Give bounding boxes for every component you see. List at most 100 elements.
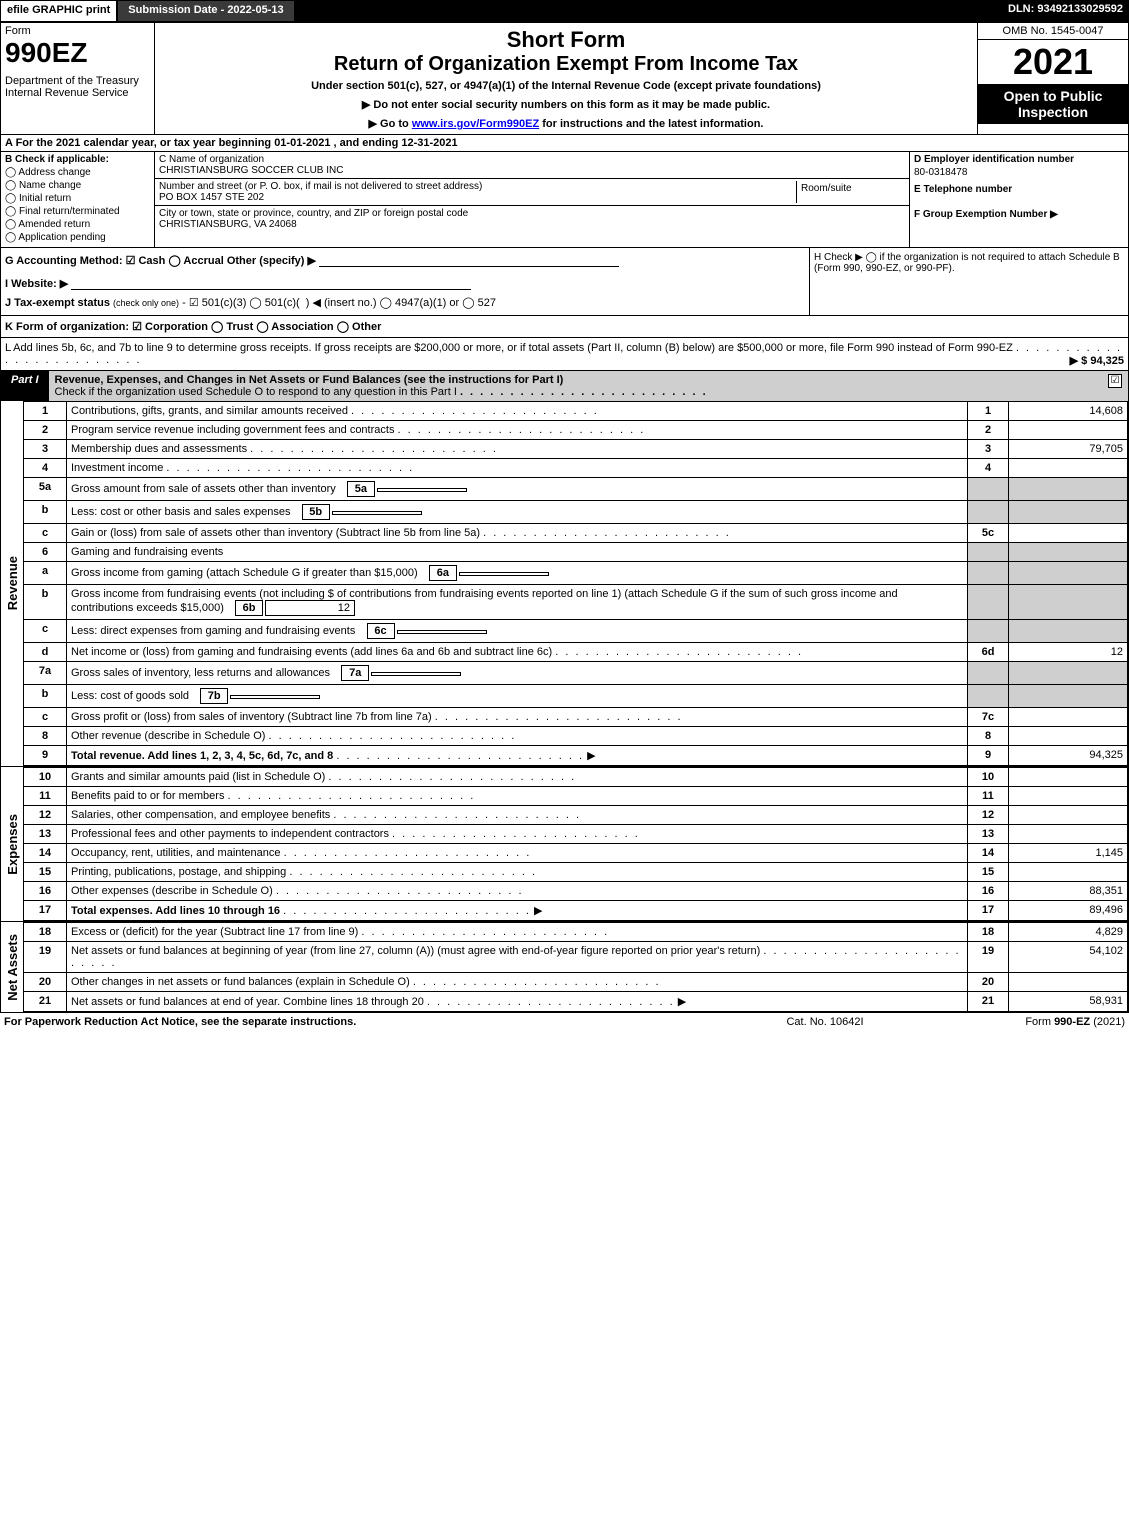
table-row: aGross income from gaming (attach Schedu…	[24, 562, 1128, 585]
line-box: 10	[968, 768, 1009, 787]
line-desc: Other changes in net assets or fund bala…	[67, 973, 968, 992]
line-box	[968, 478, 1009, 501]
form-word: Form	[5, 25, 150, 37]
revenue-table: 1Contributions, gifts, grants, and simil…	[24, 401, 1128, 766]
table-row: cGain or (loss) from sale of assets othe…	[24, 524, 1128, 543]
line-number: 18	[24, 923, 67, 942]
sub-val: 12	[265, 600, 355, 616]
expenses-table: 10Grants and similar amounts paid (list …	[24, 767, 1128, 921]
sub-num: 7b	[200, 688, 228, 704]
expenses-section: Expenses 10Grants and similar amounts pa…	[1, 767, 1128, 922]
submission-date: Submission Date - 2022-05-13	[117, 0, 294, 22]
table-row: bLess: cost of goods sold 7b	[24, 685, 1128, 708]
line-desc: Contributions, gifts, grants, and simila…	[67, 402, 968, 421]
table-row: dNet income or (loss) from gaming and fu…	[24, 643, 1128, 662]
tax-year: 2021	[978, 44, 1128, 80]
line-desc: Less: direct expenses from gaming and fu…	[67, 620, 968, 643]
footer-left: For Paperwork Reduction Act Notice, see …	[4, 1016, 725, 1028]
header-right: OMB No. 1545-0047 2021 Open to Public In…	[977, 23, 1128, 134]
table-row: 20Other changes in net assets or fund ba…	[24, 973, 1128, 992]
table-row: 7aGross sales of inventory, less returns…	[24, 662, 1128, 685]
row-l-amount: ▶ $ 94,325	[1070, 354, 1124, 367]
line-desc: Less: cost or other basis and sales expe…	[67, 501, 968, 524]
section-a: A For the 2021 calendar year, or tax yea…	[1, 135, 1128, 152]
opt-application-pending-label: Application pending	[18, 232, 105, 243]
opt-address-change-label: Address change	[18, 167, 90, 178]
ein-label: D Employer identification number	[914, 154, 1124, 165]
table-row: 14Occupancy, rent, utilities, and mainte…	[24, 844, 1128, 863]
line-number: c	[24, 620, 67, 643]
line-value: 12	[1009, 643, 1128, 662]
room-suite: Room/suite	[796, 181, 905, 203]
line-value: 14,608	[1009, 402, 1128, 421]
expenses-side-label: Expenses	[1, 767, 24, 921]
info-row-bcdef: B Check if applicable: ◯ Address change …	[1, 152, 1128, 248]
line-desc: Net assets or fund balances at end of ye…	[67, 992, 968, 1012]
line-desc: Total revenue. Add lines 1, 2, 3, 4, 5c,…	[67, 746, 968, 766]
line-desc: Membership dues and assessments	[67, 440, 968, 459]
box-b: B Check if applicable: ◯ Address change …	[1, 152, 155, 247]
form-title: Return of Organization Exempt From Incom…	[163, 53, 969, 76]
line-desc: Gross sales of inventory, less returns a…	[67, 662, 968, 685]
line-number: c	[24, 524, 67, 543]
org-addr-main: Number and street (or P. O. box, if mail…	[159, 181, 796, 203]
line-number: 14	[24, 844, 67, 863]
line-desc: Benefits paid to or for members	[67, 787, 968, 806]
line-box	[968, 562, 1009, 585]
footer-r-bold: 990-EZ	[1054, 1016, 1090, 1028]
line-number: 12	[24, 806, 67, 825]
line-value	[1009, 478, 1128, 501]
sub-num: 5a	[347, 481, 375, 497]
line-value	[1009, 562, 1128, 585]
line-value	[1009, 501, 1128, 524]
part1-tab: Part I	[1, 371, 49, 401]
line-box: 9	[968, 746, 1009, 766]
line-value	[1009, 585, 1128, 620]
line-number: 19	[24, 942, 67, 973]
table-row: 12Salaries, other compensation, and empl…	[24, 806, 1128, 825]
website-field	[71, 277, 471, 290]
org-addr-label: Number and street (or P. O. box, if mail…	[159, 181, 796, 192]
line-box: 16	[968, 882, 1009, 901]
line-value	[1009, 685, 1128, 708]
bullet-1: ▶ Do not enter social security numbers o…	[163, 98, 969, 111]
line-value: 54,102	[1009, 942, 1128, 973]
box-b-label: B Check if applicable:	[5, 154, 150, 165]
line-number: c	[24, 708, 67, 727]
form-header: Form 990EZ Department of the Treasury In…	[1, 23, 1128, 135]
netassets-section: Net Assets 18Excess or (deficit) for the…	[1, 922, 1128, 1012]
line-i-text: I Website: ▶	[5, 278, 68, 290]
expenses-side-text: Expenses	[3, 810, 22, 879]
row-l: L Add lines 5b, 6c, and 7b to line 9 to …	[1, 338, 1128, 371]
part1-desc-text: Revenue, Expenses, and Changes in Net As…	[55, 374, 564, 386]
line-desc: Program service revenue including govern…	[67, 421, 968, 440]
irs-link[interactable]: www.irs.gov/Form990EZ	[412, 118, 539, 130]
line-desc: Net assets or fund balances at beginning…	[67, 942, 968, 973]
line-value: 89,496	[1009, 901, 1128, 921]
line-number: 15	[24, 863, 67, 882]
part1-checkbox-cell: ☑	[1102, 371, 1128, 401]
open-to-public: Open to Public Inspection	[978, 84, 1128, 124]
footer-r-pre: Form	[1025, 1016, 1054, 1028]
line-box	[968, 501, 1009, 524]
netassets-table: 18Excess or (deficit) for the year (Subt…	[24, 922, 1128, 1012]
line-box: 12	[968, 806, 1009, 825]
bullet-2-pre: ▶ Go to	[369, 118, 412, 130]
line-number: 6	[24, 543, 67, 562]
netassets-side-text: Net Assets	[3, 930, 22, 1005]
line-number: b	[24, 501, 67, 524]
line-box: 21	[968, 992, 1009, 1012]
form-outer: Form 990EZ Department of the Treasury In…	[0, 22, 1129, 1013]
line-number: 1	[24, 402, 67, 421]
dln-label: DLN: 93492133029592	[1002, 0, 1129, 22]
line-j: J Tax-exempt status (check only one) - ☑…	[5, 296, 805, 309]
line-box: 5c	[968, 524, 1009, 543]
table-row: 17Total expenses. Add lines 10 through 1…	[24, 901, 1128, 921]
sub-num: 6c	[367, 623, 395, 639]
table-row: cLess: direct expenses from gaming and f…	[24, 620, 1128, 643]
line-value	[1009, 787, 1128, 806]
omb-number: OMB No. 1545-0047	[978, 23, 1128, 40]
line-box: 19	[968, 942, 1009, 973]
line-desc: Gross income from gaming (attach Schedul…	[67, 562, 968, 585]
revenue-section: Revenue 1Contributions, gifts, grants, a…	[1, 401, 1128, 767]
